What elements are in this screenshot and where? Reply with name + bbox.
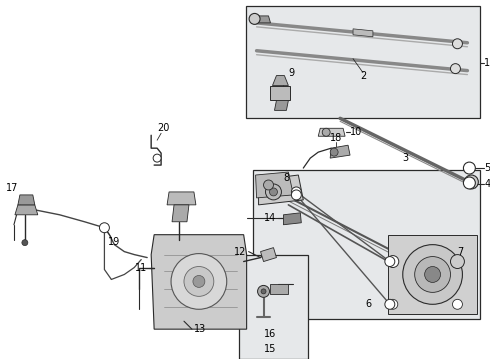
Bar <box>245 6 480 118</box>
Circle shape <box>450 64 461 73</box>
Polygon shape <box>259 175 303 205</box>
Circle shape <box>249 13 260 24</box>
Circle shape <box>292 187 301 197</box>
Circle shape <box>99 223 109 233</box>
Circle shape <box>258 285 270 297</box>
Circle shape <box>330 148 338 156</box>
Polygon shape <box>388 235 477 314</box>
Polygon shape <box>274 100 289 111</box>
Circle shape <box>415 257 450 292</box>
Text: 8: 8 <box>283 173 290 183</box>
Circle shape <box>184 266 214 296</box>
Text: 19: 19 <box>108 237 121 247</box>
Circle shape <box>388 299 398 309</box>
Polygon shape <box>172 205 189 222</box>
Circle shape <box>387 256 399 267</box>
Polygon shape <box>272 76 289 86</box>
Circle shape <box>465 175 478 189</box>
Polygon shape <box>254 16 270 23</box>
Circle shape <box>385 257 395 266</box>
Polygon shape <box>270 86 291 100</box>
Circle shape <box>270 188 277 196</box>
Polygon shape <box>283 213 301 225</box>
Circle shape <box>425 266 441 283</box>
Polygon shape <box>15 205 38 215</box>
Circle shape <box>403 245 463 304</box>
Circle shape <box>452 299 463 309</box>
Circle shape <box>153 154 161 162</box>
Text: 20: 20 <box>157 123 169 133</box>
Polygon shape <box>318 128 345 136</box>
Circle shape <box>264 180 273 190</box>
Text: 18: 18 <box>330 133 342 143</box>
Text: 1: 1 <box>484 58 490 68</box>
Text: 12: 12 <box>234 247 246 257</box>
Text: 15: 15 <box>264 344 277 354</box>
Circle shape <box>450 255 465 269</box>
Circle shape <box>292 190 301 200</box>
Circle shape <box>452 39 463 49</box>
Text: 3: 3 <box>403 153 409 163</box>
Text: 11: 11 <box>135 262 147 273</box>
Polygon shape <box>151 235 246 329</box>
Text: 2: 2 <box>360 71 366 81</box>
Polygon shape <box>167 192 196 205</box>
Text: 17: 17 <box>6 183 18 193</box>
Circle shape <box>385 299 395 309</box>
Polygon shape <box>270 284 289 294</box>
Bar <box>252 170 480 319</box>
Polygon shape <box>18 195 35 205</box>
Circle shape <box>261 289 266 294</box>
Text: 16: 16 <box>265 329 277 339</box>
Circle shape <box>22 240 28 246</box>
Polygon shape <box>256 172 294 198</box>
Polygon shape <box>330 145 350 158</box>
Circle shape <box>193 275 205 287</box>
Circle shape <box>464 162 475 174</box>
Text: 9: 9 <box>288 68 294 78</box>
Circle shape <box>171 253 227 309</box>
Text: 7: 7 <box>458 247 464 257</box>
Circle shape <box>322 128 330 136</box>
Text: 5: 5 <box>484 163 490 173</box>
Text: 14: 14 <box>264 213 276 223</box>
Text: 4: 4 <box>484 179 490 189</box>
Circle shape <box>266 184 281 200</box>
Text: 6: 6 <box>365 299 371 309</box>
Circle shape <box>464 177 475 189</box>
Text: 10: 10 <box>350 127 362 137</box>
Bar <box>239 255 308 359</box>
Polygon shape <box>353 29 373 37</box>
Text: 13: 13 <box>194 324 206 334</box>
Polygon shape <box>261 248 276 262</box>
